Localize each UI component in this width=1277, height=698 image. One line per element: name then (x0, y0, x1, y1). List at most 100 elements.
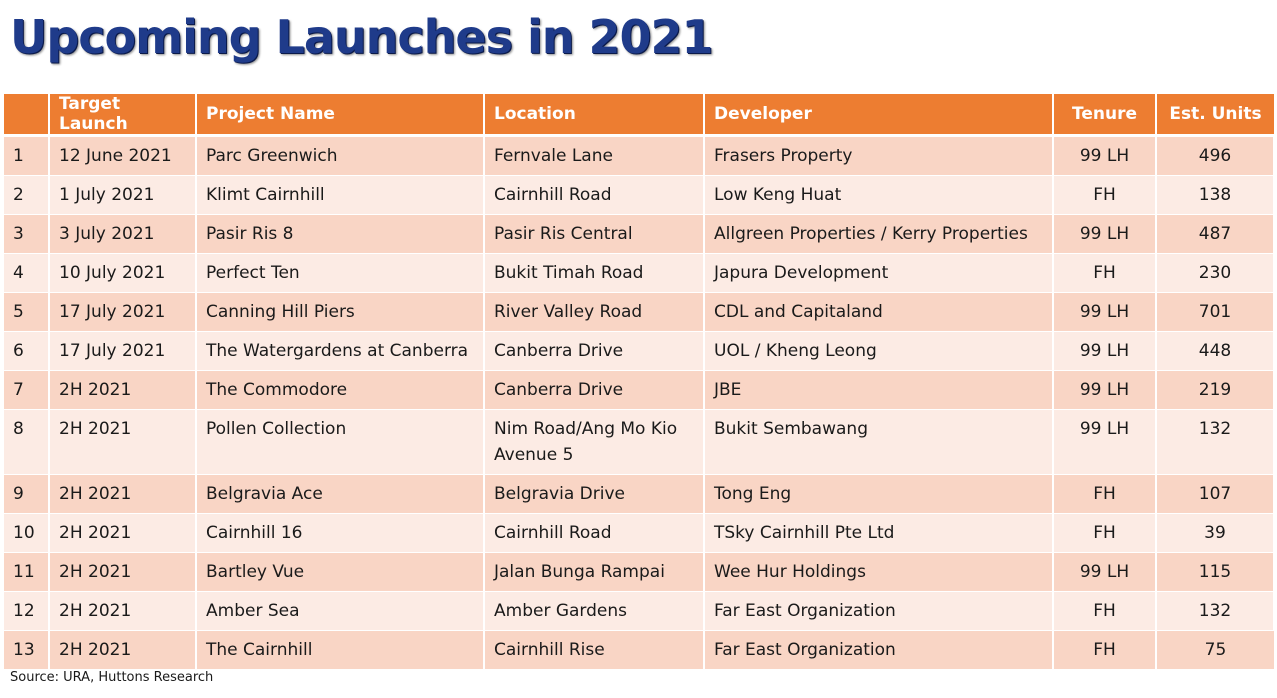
cell-location: Canberra Drive (484, 370, 705, 410)
cell-est-units: 496 (1156, 135, 1275, 176)
launches-table: Target Launch Project Name Location Deve… (4, 94, 1275, 670)
cell-location: Belgravia Drive (484, 474, 705, 514)
cell-est-units: 75 (1156, 630, 1274, 670)
cell-project-name: Klimt Cairnhill (196, 175, 485, 215)
table-row: 6 17 July 2021 The Watergardens at Canberr… (4, 331, 1275, 371)
cell-target-launch: 2H 2021 (49, 591, 197, 631)
table-row: 4 10 July 2021 Perfect Ten Bukit Timah Road… (4, 253, 1275, 293)
cell-index: 7 (4, 370, 50, 410)
cell-index: 13 (4, 630, 50, 670)
cell-project-name: Belgravia Ace (196, 474, 485, 514)
cell-index: 3 (4, 214, 50, 254)
table-row: 10 2H 2021 Cairnhill 16 Cairnhill Road TSky … (4, 513, 1275, 553)
cell-tenure: FH (1053, 474, 1157, 514)
cell-tenure: 99 LH (1053, 331, 1157, 371)
header-tenure: Tenure (1053, 94, 1157, 137)
cell-location: Canberra Drive (484, 331, 705, 371)
cell-est-units: 107 (1156, 474, 1275, 514)
cell-project-name: The Cairnhill (196, 630, 485, 670)
cell-tenure: 99 LH (1053, 409, 1157, 475)
cell-est-units: 132 (1156, 409, 1275, 475)
cell-location: Bukit Timah Road (484, 253, 705, 293)
cell-index: 5 (4, 292, 50, 332)
cell-developer: UOL / Kheng Leong (704, 331, 1054, 371)
cell-developer: Far East Organization (704, 591, 1054, 631)
table-row: 13 2H 2021 The Cairnhill Cairnhill Rise Far … (4, 630, 1274, 670)
cell-location: Cairnhill Rise (484, 630, 705, 670)
cell-target-launch: 2H 2021 (49, 370, 197, 410)
cell-project-name: Bartley Vue (196, 552, 485, 592)
table-row: 9 2H 2021 Belgravia Ace Belgravia Drive Tong… (4, 474, 1275, 514)
cell-index: 4 (4, 253, 50, 293)
cell-project-name: The Watergardens at Canberra (196, 331, 485, 371)
cell-tenure: 99 LH (1053, 135, 1157, 176)
table-row: 7 2H 2021 The Commodore Canberra Drive JBE 99… (4, 370, 1275, 410)
cell-developer: TSky Cairnhill Pte Ltd (704, 513, 1054, 553)
cell-tenure: 99 LH (1053, 292, 1157, 332)
table-row: 12 2H 2021 Amber Sea Amber Gardens Far East … (4, 591, 1275, 631)
cell-est-units: 701 (1156, 292, 1275, 332)
cell-target-launch: 1 July 2021 (49, 175, 197, 215)
cell-est-units: 115 (1156, 552, 1275, 592)
table-body: 1 12 June 2021 Parc Greenwich Fernvale Lane… (4, 135, 1275, 670)
table-header-row: Target Launch Project Name Location Deve… (4, 94, 1274, 137)
cell-project-name: Perfect Ten (196, 253, 485, 293)
cell-developer: JBE (704, 370, 1054, 410)
cell-est-units: 132 (1156, 591, 1275, 631)
cell-location: Jalan Bunga Rampai (484, 552, 705, 592)
cell-project-name: Parc Greenwich (196, 135, 485, 176)
cell-index: 11 (4, 552, 50, 592)
header-location: Location (484, 94, 705, 137)
cell-location: Fernvale Lane (484, 135, 705, 176)
cell-tenure: 99 LH (1053, 552, 1157, 592)
cell-developer: Frasers Property (704, 135, 1054, 176)
cell-target-launch: 2H 2021 (49, 630, 197, 670)
cell-developer: Allgreen Properties / Kerry Properties (704, 214, 1054, 254)
cell-developer: Bukit Sembawang (704, 409, 1054, 475)
header-target-launch: Target Launch (49, 94, 197, 137)
cell-location: Nim Road/Ang Mo Kio Avenue 5 (484, 409, 705, 475)
cell-target-launch: 17 July 2021 (49, 331, 197, 371)
cell-est-units: 219 (1156, 370, 1275, 410)
cell-developer: Japura Development (704, 253, 1054, 293)
cell-index: 12 (4, 591, 50, 631)
cell-target-launch: 12 June 2021 (49, 135, 197, 176)
cell-project-name: Amber Sea (196, 591, 485, 631)
cell-developer: Low Keng Huat (704, 175, 1054, 215)
header-developer: Developer (704, 94, 1054, 137)
cell-location: Cairnhill Road (484, 513, 705, 553)
cell-target-launch: 3 July 2021 (49, 214, 197, 254)
cell-tenure: FH (1053, 175, 1157, 215)
cell-index: 10 (4, 513, 50, 553)
cell-developer: Wee Hur Holdings (704, 552, 1054, 592)
cell-est-units: 138 (1156, 175, 1275, 215)
cell-location: Pasir Ris Central (484, 214, 705, 254)
cell-tenure: FH (1053, 591, 1157, 631)
cell-developer: CDL and Capitaland (704, 292, 1054, 332)
cell-developer: Far East Organization (704, 630, 1054, 670)
cell-tenure: FH (1053, 253, 1157, 293)
cell-developer: Tong Eng (704, 474, 1054, 514)
cell-target-launch: 10 July 2021 (49, 253, 197, 293)
page-title: Upcoming Launches in 2021 (10, 10, 714, 64)
table-row: 11 2H 2021 Bartley Vue Jalan Bunga Rampai We… (4, 552, 1275, 592)
cell-target-launch: 2H 2021 (49, 474, 197, 514)
cell-est-units: 230 (1156, 253, 1275, 293)
cell-location: Amber Gardens (484, 591, 705, 631)
cell-project-name: Pollen Collection (196, 409, 485, 475)
cell-index: 9 (4, 474, 50, 514)
table-row: 1 12 June 2021 Parc Greenwich Fernvale Lane… (4, 135, 1275, 176)
header-index (4, 94, 50, 137)
table-row: 8 2H 2021 Pollen Collection Nim Road/Ang Mo… (4, 409, 1275, 475)
cell-est-units: 39 (1156, 513, 1275, 553)
cell-target-launch: 17 July 2021 (49, 292, 197, 332)
cell-project-name: Canning Hill Piers (196, 292, 485, 332)
cell-location: Cairnhill Road (484, 175, 705, 215)
cell-est-units: 448 (1156, 331, 1275, 371)
cell-project-name: Pasir Ris 8 (196, 214, 485, 254)
cell-index: 8 (4, 409, 50, 475)
cell-target-launch: 2H 2021 (49, 513, 197, 553)
header-project-name: Project Name (196, 94, 485, 137)
